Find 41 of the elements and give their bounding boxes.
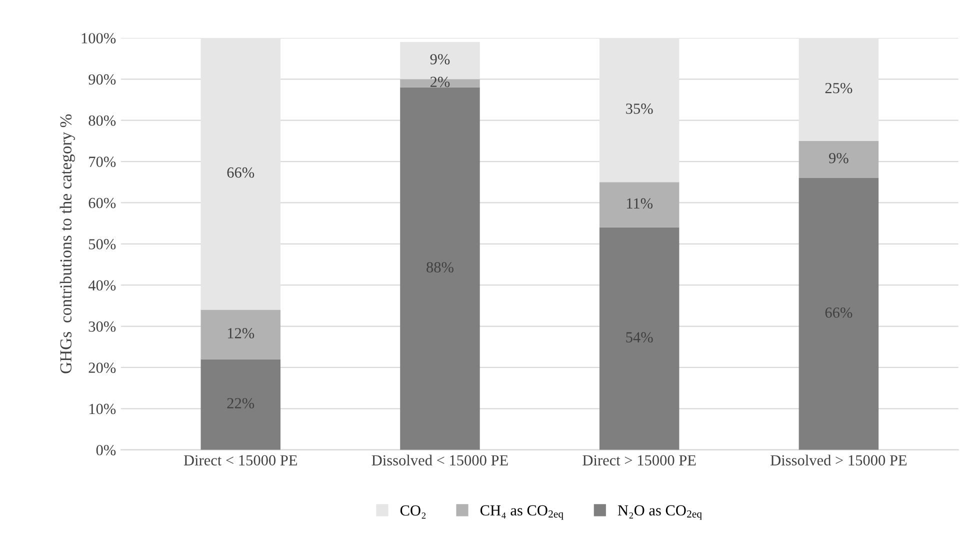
data-label: 35% [626,104,653,114]
x-tick-label: Direct > 15000 PE [582,455,696,466]
y-tick-label: 70% [89,156,116,168]
bar [400,87,480,450]
y-tick-label: 20% [88,362,116,373]
x-tick-label: Dissolved < 15000 PE [372,454,508,466]
bar [798,178,879,450]
data-label: 66% [227,167,254,178]
y-tick-label: 0% [96,445,116,456]
y-tick-label: 50% [89,239,116,250]
legend-label: CO₂ [400,505,426,519]
data-label: 12% [228,328,254,338]
y-tick-label: 100% [82,33,116,44]
data-label: 25% [825,82,852,94]
y-axis-title: GHGs contributions to the category % [60,114,75,374]
data-label: 11% [626,198,653,209]
bar [200,38,280,310]
bar [599,182,680,228]
bar [599,38,680,182]
bar [200,359,280,450]
bar [798,38,879,141]
y-tick-label: 10% [89,404,116,414]
y-tick-label: 40% [88,280,116,291]
y-tick-label: 90% [88,74,116,85]
bar [798,140,879,178]
y-tick-label: 30% [88,321,116,332]
data-label: 9% [430,54,450,64]
x-tick-label: Direct < 15000 PE [184,455,297,466]
data-label: 54% [626,332,653,343]
x-tick-label: Dissolved > 15000 PE [770,454,907,466]
data-label: 22% [227,398,254,408]
legend-label: CH₄ as CO$_{2eq}$ [480,505,564,520]
legend-label: N₂O as CO$_{2eq}$ [618,505,702,520]
y-tick-label: 60% [88,198,116,208]
data-label: 66% [825,307,852,318]
bar [200,310,280,360]
bar [599,227,680,450]
data-label: 9% [829,152,848,164]
y-tick-label: 80% [88,115,116,126]
data-label: 88% [426,262,454,272]
data-label: 2% [430,76,450,88]
